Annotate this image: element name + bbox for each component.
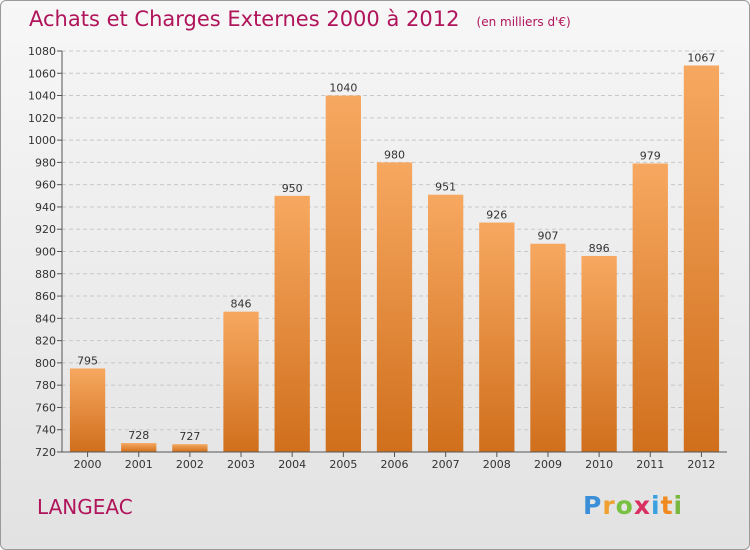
x-tick-label-2003: 2003 xyxy=(227,458,255,471)
x-tick-label-2007: 2007 xyxy=(432,458,460,471)
bar-2002 xyxy=(172,444,208,452)
logo-letter: i xyxy=(673,491,684,520)
x-tick-label-2006: 2006 xyxy=(381,458,409,471)
bars: 795 728 727 846 950 1040 980 951 926 907 896 979 106… xyxy=(69,51,720,453)
logo-letter: i xyxy=(651,491,661,520)
data-label-2011: 979 xyxy=(640,150,661,163)
y-tick-label: 1040 xyxy=(28,90,56,103)
bar-2006 xyxy=(376,162,413,452)
x-tick-label-2008: 2008 xyxy=(483,458,511,471)
y-tick-label: 740 xyxy=(35,424,56,437)
bar-2012 xyxy=(683,65,720,452)
logo-letter: o xyxy=(615,491,634,520)
data-label-2005: 1040 xyxy=(329,82,357,95)
data-label-2004: 950 xyxy=(282,182,303,195)
logo-letter: t xyxy=(660,491,674,520)
x-tick-label-2012: 2012 xyxy=(687,458,715,471)
y-tick-label: 860 xyxy=(35,290,56,303)
data-label-2002: 727 xyxy=(179,430,200,443)
title-row: Achats et Charges Externes 2000 à 2012 (… xyxy=(29,7,571,31)
bar-2005 xyxy=(325,95,361,453)
y-tick-label: 960 xyxy=(35,179,56,192)
logo-letter: x xyxy=(633,491,651,520)
x-tick-label-2010: 2010 xyxy=(585,458,613,471)
x-axis: 2000 2001 2002 2003 2004 2005 2006 2007 2008 2009… xyxy=(62,451,727,471)
x-tick-label-2001: 2001 xyxy=(125,458,153,471)
y-tick-label: 920 xyxy=(35,223,56,236)
y-tick-label: 980 xyxy=(35,156,56,169)
y-tick-label: 800 xyxy=(35,357,56,370)
data-label-2010: 896 xyxy=(589,242,610,255)
bar-2009 xyxy=(530,243,566,452)
x-tick-label-2002: 2002 xyxy=(176,458,204,471)
logo-letter: r xyxy=(602,491,616,520)
y-tick-label: 840 xyxy=(35,312,56,325)
bar-2011 xyxy=(632,163,668,452)
y-tick-label: 820 xyxy=(35,335,56,348)
bar-2001 xyxy=(121,443,157,452)
data-label-2007: 951 xyxy=(435,181,456,194)
y-tick-label: 780 xyxy=(35,379,56,392)
bar-2004 xyxy=(274,195,310,453)
y-tick-label: 760 xyxy=(35,401,56,414)
bar-2007 xyxy=(428,194,464,453)
y-tick-label: 880 xyxy=(35,268,56,281)
place-name: LANGEAC xyxy=(37,495,133,519)
y-tick-label: 940 xyxy=(35,201,56,214)
bar-2003 xyxy=(223,311,259,452)
bar-2010 xyxy=(581,255,617,452)
x-tick-label-2004: 2004 xyxy=(278,458,306,471)
data-label-2000: 795 xyxy=(77,354,98,367)
y-axis: 720 740 760 780 800 820 840 860 880 900 920 940 960 9… xyxy=(28,45,63,459)
y-tick-label: 1060 xyxy=(28,67,56,80)
data-label-2012: 1067 xyxy=(687,51,715,64)
data-label-2003: 846 xyxy=(231,298,252,311)
bar-2008 xyxy=(479,222,515,452)
data-label-2001: 728 xyxy=(128,429,149,442)
x-tick-label-2000: 2000 xyxy=(74,458,102,471)
x-tick-label-2005: 2005 xyxy=(329,458,357,471)
x-tick-label-2009: 2009 xyxy=(534,458,562,471)
y-tick-label: 1080 xyxy=(28,45,56,58)
y-tick-label: 720 xyxy=(35,446,56,459)
chart-unit: (en milliers d'€) xyxy=(476,15,571,29)
data-label-2009: 907 xyxy=(537,230,558,243)
data-label-2008: 926 xyxy=(486,209,507,222)
logo-letter: P xyxy=(583,491,603,520)
bar-2000 xyxy=(69,368,106,452)
y-tick-label: 1000 xyxy=(28,134,56,147)
y-tick-label: 1020 xyxy=(28,112,56,125)
proxiti-logo: Proxiti xyxy=(583,491,683,520)
y-tick-label: 900 xyxy=(35,246,56,259)
x-tick-label-2011: 2011 xyxy=(636,458,664,471)
data-label-2006: 980 xyxy=(384,148,405,161)
chart-title: Achats et Charges Externes 2000 à 2012 xyxy=(29,7,460,31)
